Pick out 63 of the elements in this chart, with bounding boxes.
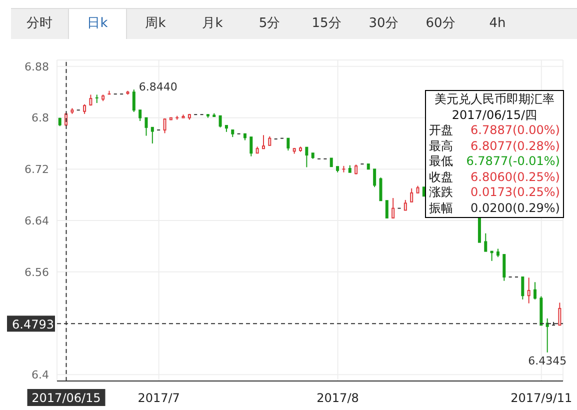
candlestick [410,188,414,202]
annotation: 最低 [429,154,453,170]
candlestick [558,302,562,326]
annotation: 涨跌 [429,185,453,200]
candlestick [354,164,358,175]
ref-line-label: 6.4793 [12,318,54,332]
candlestick [502,254,506,282]
candlestick [138,110,142,122]
annotation: 6.8440 [138,80,178,94]
candlestick [305,146,308,168]
annotation: 6.4345 [528,354,567,368]
annotation: 最高 [429,138,453,154]
text: 5分 [258,15,282,33]
candlestick [286,138,290,152]
y-tick-label: 6.56 [24,266,49,279]
annotation: 美元兑人民币即期汇率 [434,92,556,108]
text: 月k [201,15,224,33]
y-tick-label: 6.8 [32,112,49,125]
annotation: 0.0200(0.29%) [470,200,560,216]
x-tick-label: 2017/9/11 [510,391,572,405]
candlestick [521,276,524,300]
candlestick [527,277,530,304]
candlestick [379,176,382,202]
candlestick [150,126,154,144]
annotation: 振幅 [429,200,453,216]
candlestick [534,282,537,300]
candlestick [546,318,549,353]
candlestick [163,118,166,134]
candlestick [218,115,222,128]
annotation: 6.8077(0.28%) [470,138,560,154]
candlestick [385,200,388,218]
annotation: 收盘 [429,170,453,185]
text: 分时 [11,9,69,39]
annotation: 0.0173(0.25%) [470,185,560,200]
candlestick [262,134,265,150]
annotation: 6.8060(0.25%) [470,170,560,185]
candlestick [373,168,376,188]
y-tick-label: 6.72 [24,163,49,176]
y-tick-label: 6.88 [24,60,49,74]
text: 30分 [368,15,400,33]
candlestick [392,198,395,218]
text: 日k [69,9,127,39]
annotation: 2017/06/15/四 [450,108,538,123]
text: 15分 [310,15,342,33]
candlestick [484,232,488,252]
candlestick [490,250,494,262]
x-tick-label: 2017/06/15 [32,391,101,405]
candlestick [144,117,148,136]
y-tick-label: 6.4 [32,368,49,382]
text: 周k [144,15,167,33]
y-tick-label: 6.64 [24,214,49,228]
candlestick [404,199,407,211]
annotation: 6.7877(-0.01%) [466,154,560,170]
candlestick [250,136,253,157]
candlestick [132,89,136,112]
text: 4h [488,15,507,33]
x-tick-label: 2017/8 [316,391,359,405]
text: 60分 [424,15,456,33]
annotation: 6.7887(0.00%) [470,123,560,138]
x-tick-label: 2017/7 [138,391,180,405]
candlestick [83,104,86,114]
annotation: 开盘 [429,123,453,138]
candlestick [94,94,99,104]
